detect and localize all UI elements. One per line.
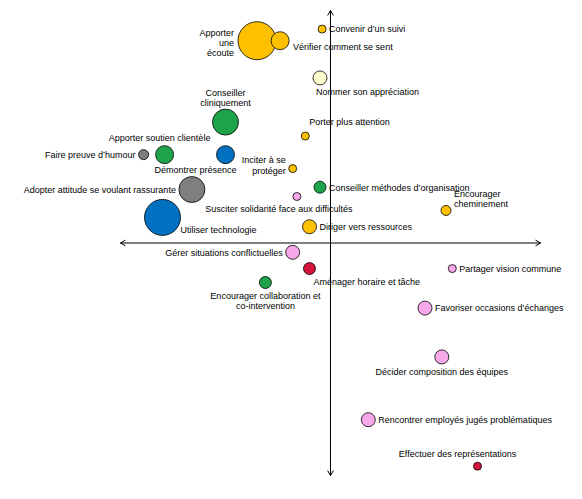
svg-text:Démontrer présence: Démontrer présence <box>154 165 236 175</box>
svg-text:Conseiller méthodes d’organisa: Conseiller méthodes d’organisation <box>329 183 470 193</box>
svg-text:Adopter attitude se voulant ra: Adopter attitude se voulant rassurante <box>24 185 176 195</box>
svg-text:Rencontrer employés jugés prob: Rencontrer employés jugés problématiques <box>378 415 552 425</box>
svg-text:Favoriser occasions d’échanges: Favoriser occasions d’échanges <box>435 303 564 313</box>
svg-text:Porter plus attention: Porter plus attention <box>309 117 390 127</box>
svg-text:Encouragercheminement: Encouragercheminement <box>454 189 509 209</box>
svg-text:Partager vision commune: Partager vision commune <box>459 264 561 274</box>
svg-text:Apporter soutien clientèle: Apporter soutien clientèle <box>109 133 211 143</box>
svg-text:Effectuer des représentations: Effectuer des représentations <box>399 449 517 459</box>
svg-text:Vérifier comment se sent: Vérifier comment se sent <box>293 42 393 52</box>
svg-text:Encourager collaboration etco-: Encourager collaboration etco-interventi… <box>210 291 321 311</box>
svg-text:Diriger vers ressources: Diriger vers ressources <box>320 222 413 232</box>
svg-text:Susciter solidarité face aux d: Susciter solidarité face aux difficultés <box>205 204 353 214</box>
svg-text:Convenir d’un suivi: Convenir d’un suivi <box>329 24 405 34</box>
svg-text:Faire preuve d’humour: Faire preuve d’humour <box>45 150 136 160</box>
svg-text:Utiliser technologie: Utiliser technologie <box>181 225 257 235</box>
svg-text:Conseillercliniquement: Conseillercliniquement <box>200 88 251 108</box>
svg-text:Nommer son appréciation: Nommer son appréciation <box>316 87 419 97</box>
svg-text:Apporteruneécoute: Apporteruneécoute <box>199 28 234 59</box>
svg-text:Gérer situations conflictuelle: Gérer situations conflictuelles <box>165 248 283 258</box>
svg-text:Inciter à seprotéger: Inciter à seprotéger <box>242 155 286 175</box>
svg-text:Décider composition des équipe: Décider composition des équipes <box>376 367 509 377</box>
svg-text:Aménager horaire et tâche: Aménager horaire et tâche <box>314 277 421 287</box>
